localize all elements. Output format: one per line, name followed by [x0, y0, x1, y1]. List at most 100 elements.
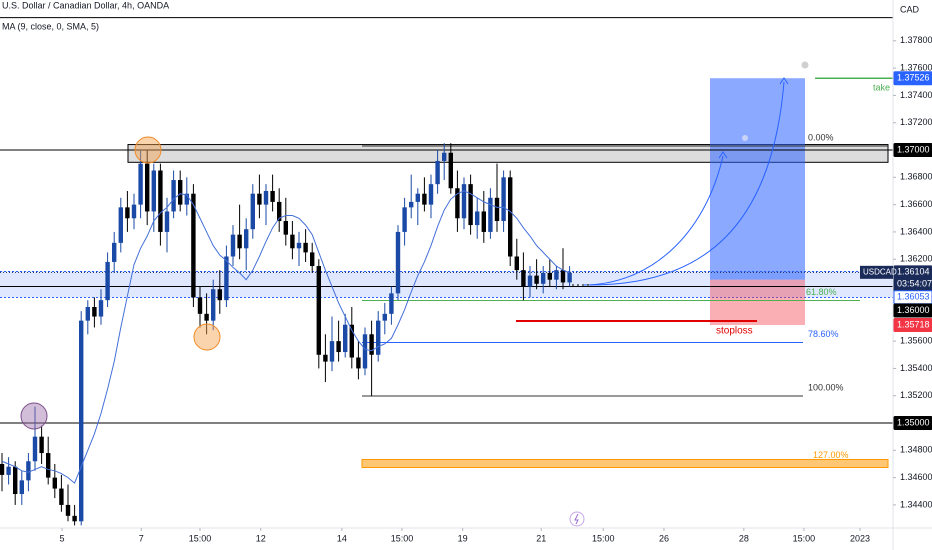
candle-body	[191, 193, 196, 298]
candle-body	[145, 163, 150, 212]
candle-body	[455, 188, 460, 219]
price-tag-label: 1.36053	[897, 292, 930, 302]
x-tick-label: 15:00	[592, 533, 615, 543]
price-tag	[893, 71, 932, 86]
projection-curve	[582, 155, 724, 286]
candle-body	[211, 289, 216, 321]
price-tag-label: 1.37000	[897, 144, 930, 154]
x-tick-label: 12	[256, 533, 266, 543]
candle-body	[164, 211, 170, 232]
candle-body	[554, 270, 559, 280]
candle-body	[376, 320, 381, 355]
x-tick-label: 7	[139, 533, 144, 543]
y-tick-label: 1.37200	[900, 117, 932, 127]
candle-body	[336, 341, 341, 353]
candle-body	[356, 357, 361, 369]
candle-body	[501, 177, 506, 222]
candle-body	[230, 234, 236, 257]
candle-body	[560, 270, 566, 283]
y-tick-label: 1.36800	[900, 172, 932, 182]
candle-body	[184, 193, 189, 205]
price-tag	[893, 303, 932, 318]
candle-body	[310, 252, 315, 267]
plot-layer: stoploss take 0.00% 61.80% 78.60% 100.00% 127.…	[0, 17, 893, 526]
candle-body	[514, 256, 519, 271]
candle-body	[409, 201, 414, 208]
candle-body	[79, 320, 84, 522]
candle-body	[435, 160, 440, 185]
candle-body	[303, 242, 308, 253]
projection-curve	[589, 81, 785, 286]
x-tick-label: 15:00	[189, 533, 212, 543]
highlight-circle	[20, 402, 48, 430]
candle-body	[296, 242, 302, 249]
candle-body	[98, 300, 104, 317]
indicator-label: MA (9, close, 0, SMA, 5)	[2, 21, 99, 31]
resistance-box	[127, 144, 889, 163]
stop-area	[710, 279, 805, 326]
event-icon	[569, 511, 585, 527]
candle-body	[46, 453, 51, 478]
fib-label: 61.80%	[806, 287, 837, 297]
candle-body	[105, 261, 110, 301]
candle-body	[178, 180, 183, 205]
candle-body	[415, 193, 420, 202]
candle-body	[237, 234, 242, 249]
candle-body	[270, 190, 275, 202]
event-icon	[574, 513, 579, 525]
candle-body	[32, 436, 38, 462]
candle-body	[534, 275, 539, 284]
price-tag	[893, 416, 932, 431]
candle-body	[567, 272, 572, 283]
candle-body	[217, 289, 222, 301]
y-tick-label: 1.34800	[900, 445, 932, 455]
candle-body	[65, 504, 71, 516]
fib-extension-band	[361, 458, 889, 468]
candle-body	[521, 270, 526, 287]
price-tag-label: 1.35000	[897, 417, 930, 427]
candle-body	[26, 461, 31, 481]
target-label: take	[873, 83, 890, 93]
candle-body	[0, 463, 5, 475]
candle-body	[349, 324, 354, 358]
fib-label: 100.00%	[808, 382, 844, 392]
candle-body	[277, 201, 282, 222]
candle-body	[39, 436, 44, 454]
candle-body	[151, 170, 156, 212]
candle-body	[547, 272, 552, 280]
symbol-tag	[860, 265, 893, 279]
candle-body	[92, 306, 97, 317]
candle-body	[59, 488, 64, 505]
y-tick-label: 1.35600	[900, 336, 932, 346]
x-tick-label: 14	[337, 533, 347, 543]
candle-body	[494, 197, 500, 222]
price-tag-label: 1.35718	[897, 319, 930, 329]
x-tick-label: 21	[536, 533, 546, 543]
candle-body	[395, 231, 401, 294]
candle-body	[422, 193, 427, 205]
candle-body	[257, 193, 262, 205]
candle-body	[250, 193, 255, 230]
candle-body	[442, 152, 447, 161]
fib-label: 78.60%	[808, 329, 839, 339]
candle-body	[475, 211, 480, 226]
y-tick-label: 1.35400	[900, 363, 932, 373]
candle-body	[402, 207, 407, 232]
candle-body	[527, 275, 533, 287]
candle-body	[171, 180, 176, 212]
candle-body	[131, 204, 137, 219]
y-tick-label: 1.36600	[900, 199, 932, 209]
y-tick-label: 1.34400	[900, 499, 932, 509]
candle-body	[508, 177, 513, 257]
price-tag	[893, 143, 932, 158]
marker-dot	[801, 61, 809, 69]
candle-body	[72, 515, 77, 522]
arrow-head	[779, 77, 789, 85]
candle-body	[343, 324, 348, 353]
chart-title: U.S. Dollar / Canadian Dollar, 4h, OANDA	[2, 0, 169, 10]
countdown: 03:54:07	[897, 279, 932, 289]
y-tick-label: 1.36400	[900, 226, 932, 236]
candle-body	[13, 466, 18, 495]
candle-body	[541, 272, 546, 284]
